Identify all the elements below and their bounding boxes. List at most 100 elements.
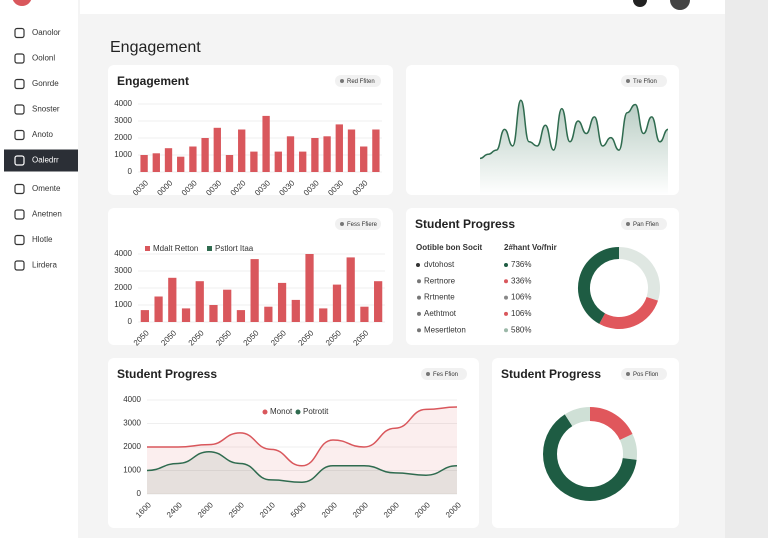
y-tick-label: 0	[128, 317, 133, 326]
badge[interactable]	[421, 368, 467, 380]
badge-dot	[340, 79, 344, 83]
bar	[189, 146, 197, 172]
badge[interactable]	[621, 368, 667, 380]
nav-icon	[14, 27, 25, 39]
donut-segment	[589, 407, 633, 441]
donut-segment	[543, 414, 637, 501]
nav-item[interactable]: Oaledrr	[32, 156, 59, 165]
avatar[interactable]	[670, 0, 690, 10]
y-tick-label: 2000	[123, 442, 141, 451]
bar	[372, 129, 380, 172]
bar	[201, 138, 209, 172]
y-tick-label: 3000	[114, 116, 132, 125]
legend-swatch	[207, 246, 212, 251]
row-label: Rertnore	[424, 276, 456, 285]
row-value: 736%	[511, 260, 531, 269]
nav-item[interactable]: Gonrde	[32, 79, 59, 88]
bar	[177, 156, 185, 172]
legend-dot	[295, 409, 301, 415]
y-tick-label: 3000	[114, 266, 132, 275]
bar	[374, 281, 383, 322]
bar	[195, 281, 204, 322]
badge-dot	[426, 372, 430, 376]
y-tick-label: 1000	[114, 150, 132, 159]
y-tick-label: 4000	[114, 99, 132, 108]
row-label: Aethtmot	[424, 309, 457, 318]
bar	[223, 289, 232, 322]
icon[interactable]	[633, 0, 647, 7]
series-line	[147, 406, 458, 467]
row-dot	[417, 328, 421, 333]
bar	[164, 148, 173, 172]
y-tick-label: 2000	[114, 133, 132, 142]
badge-dot	[626, 222, 630, 226]
badge[interactable]	[335, 75, 381, 87]
nav-item[interactable]: Anoto	[32, 130, 53, 139]
nav-item[interactable]: Omente	[32, 184, 61, 193]
bar	[262, 115, 270, 172]
y-tick-label: 3000	[123, 419, 141, 428]
nav-icon	[14, 209, 25, 220]
nav-icon	[14, 53, 25, 64]
nav-item[interactable]: Snoster	[32, 105, 60, 114]
row-value: 106%	[511, 309, 531, 318]
area-fill	[480, 100, 668, 195]
legend-dot	[262, 409, 268, 415]
badge-dot	[626, 372, 630, 376]
y-tick-label: 0	[137, 489, 142, 498]
donut-segment	[578, 247, 620, 324]
legend-label: Pstlort Itaa	[215, 244, 254, 253]
badge-label[interactable]: Pos Ffion	[633, 372, 658, 378]
row-label: Rrtnente	[424, 293, 455, 302]
nav-item[interactable]: Anetnen	[32, 210, 62, 219]
row-dot	[417, 295, 421, 300]
row-label: dvtohost	[424, 260, 455, 269]
legend-label: Monot	[270, 407, 293, 416]
badge-label[interactable]: Fes Ffion	[433, 372, 458, 378]
table-header: Ootible bon Socit	[416, 243, 483, 252]
legend-label: Mdalt Retton	[153, 244, 198, 253]
donut-segment	[564, 407, 591, 427]
nav-icon	[14, 129, 25, 141]
card-title: Student Progress	[415, 217, 515, 231]
badge-label[interactable]: Red Ffiten	[347, 79, 375, 85]
nav-item[interactable]: Lirdera	[32, 261, 57, 270]
series-area	[147, 451, 457, 494]
bar	[168, 277, 177, 322]
bar	[140, 310, 149, 322]
badge[interactable]	[335, 218, 381, 230]
card-title: Engagement	[117, 74, 189, 88]
sidebar	[0, 0, 78, 538]
nav-icon	[14, 260, 25, 271]
y-tick-label: 4000	[123, 395, 141, 404]
bar	[332, 284, 342, 322]
row-dot	[504, 263, 508, 267]
badge[interactable]	[621, 218, 667, 230]
badge-label[interactable]: Pan Ffien	[633, 222, 659, 228]
nav-item[interactable]: Oanolor	[32, 28, 61, 37]
badge-label[interactable]: Tre Ffion	[633, 79, 657, 85]
series-area	[147, 407, 457, 494]
bar	[213, 127, 221, 172]
active-item	[4, 149, 78, 172]
bar	[319, 308, 328, 322]
badge[interactable]	[621, 75, 667, 87]
bar	[291, 299, 300, 322]
bar	[238, 129, 246, 172]
bar	[250, 151, 258, 172]
row-dot	[417, 279, 421, 284]
y-tick-label: 1000	[123, 466, 141, 475]
badge-label[interactable]: Fess Ffiere	[347, 222, 378, 228]
nav-icon	[14, 104, 25, 115]
row-value: 580%	[511, 325, 531, 334]
nav-item[interactable]: Oolonl	[32, 54, 55, 63]
bar	[347, 129, 356, 172]
badge-dot	[626, 79, 630, 83]
nav-icon	[14, 234, 25, 246]
bar	[274, 151, 282, 172]
nav-icon	[14, 78, 25, 90]
bar	[346, 257, 355, 322]
nav-item[interactable]: Hlotle	[32, 235, 53, 244]
row-dot	[416, 263, 420, 267]
nav-icon	[14, 155, 25, 166]
